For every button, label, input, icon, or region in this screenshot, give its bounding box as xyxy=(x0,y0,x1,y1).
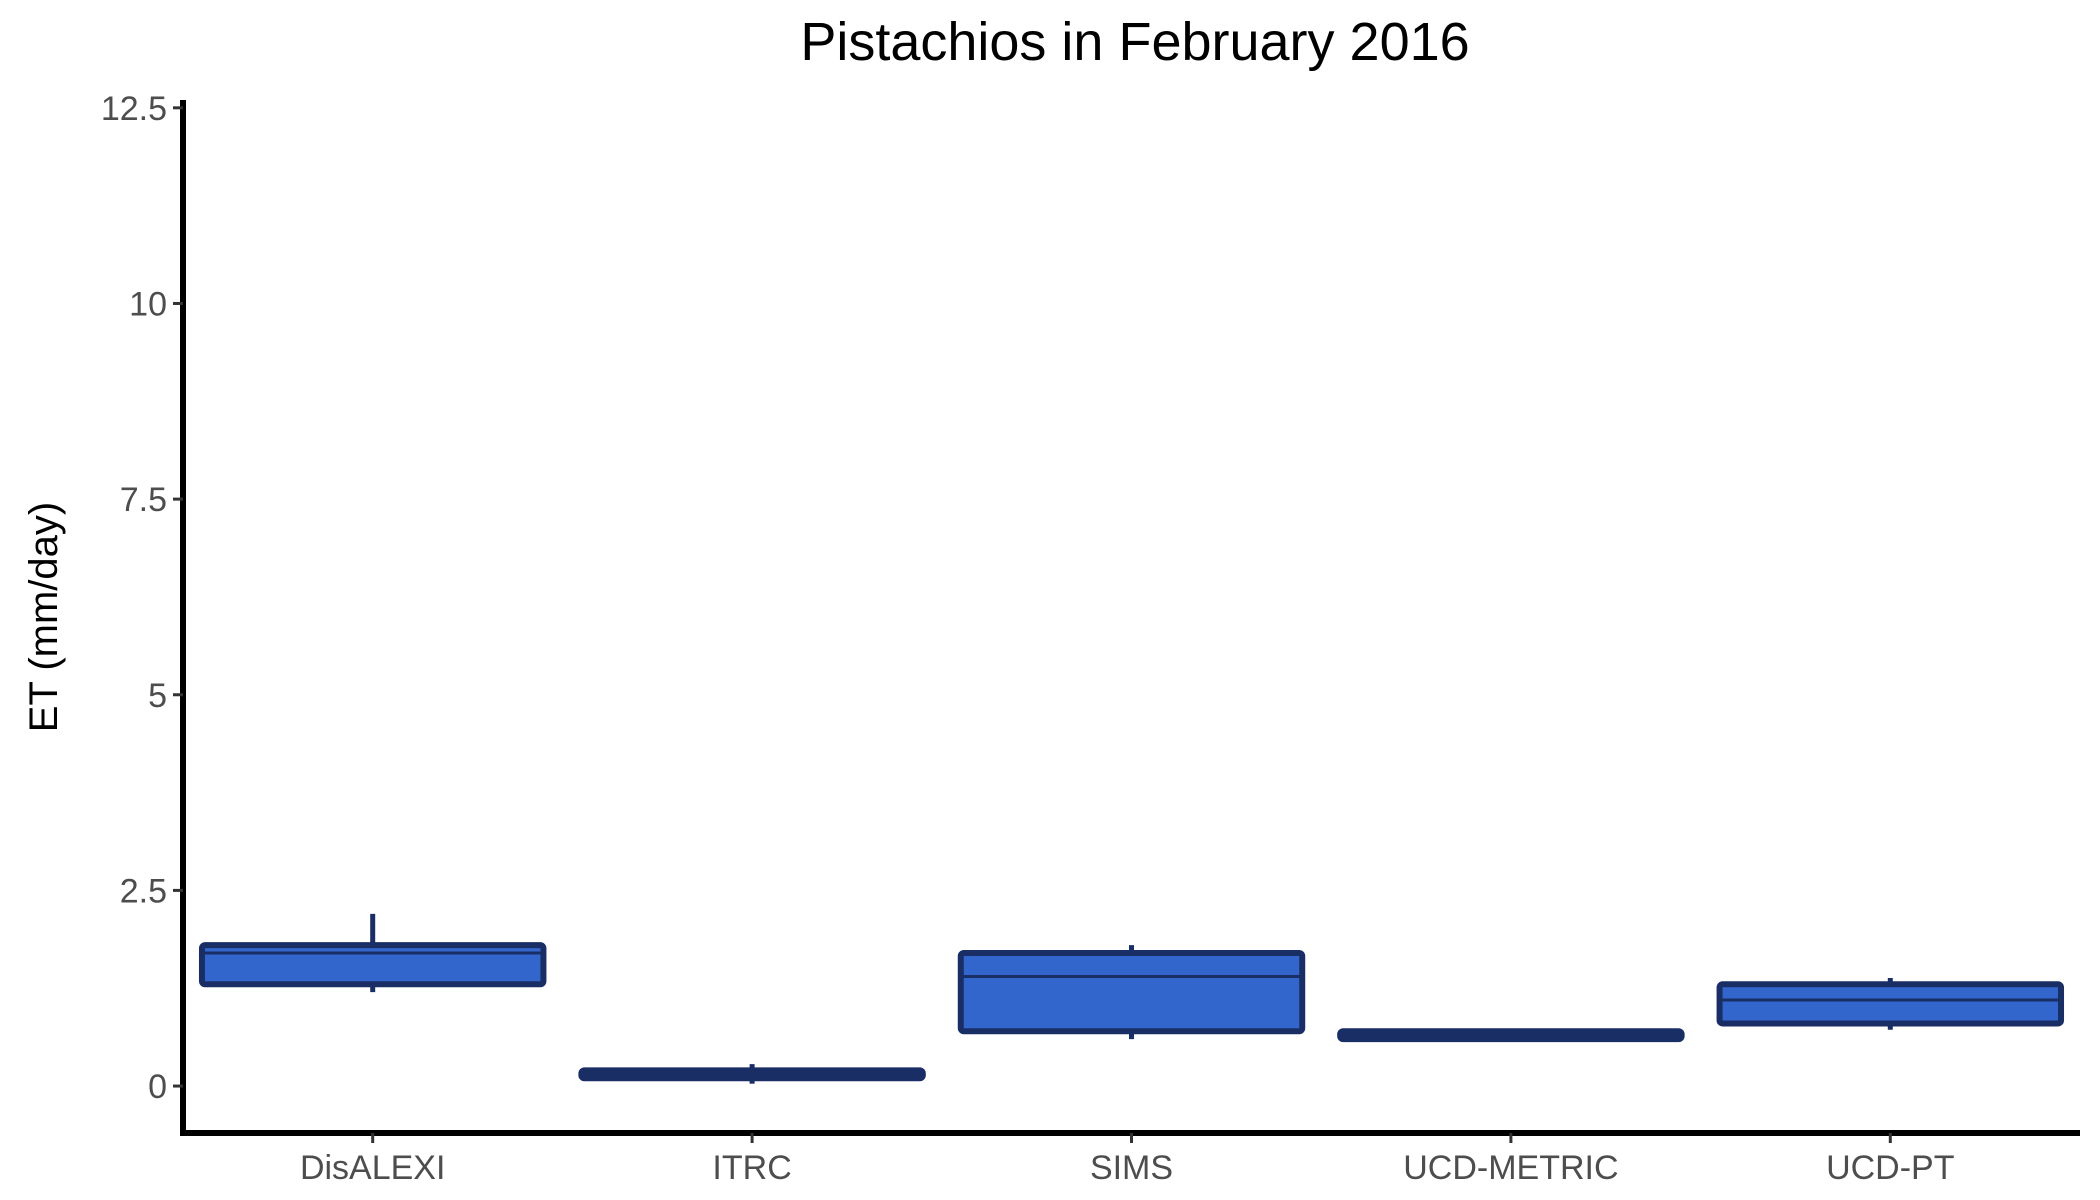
x-tick-label: UCD-METRIC xyxy=(1403,1149,1618,1187)
y-tick-label: 0 xyxy=(148,1068,167,1106)
box-body xyxy=(957,950,1306,1035)
box-disalexi xyxy=(198,913,547,993)
plot-area: 0 2.5 5 7.5 10 12.5 DisALEXI ITRC SIMS UCD-METRIC… xyxy=(101,90,2080,1187)
box-ucd-pt xyxy=(1716,978,2065,1030)
y-tick-label: 5 xyxy=(148,677,167,715)
box-itrc xyxy=(578,1064,926,1084)
chart-title: Pistachios in February 2016 xyxy=(800,12,1469,72)
x-tick-label: SIMS xyxy=(1090,1149,1173,1187)
box-body xyxy=(198,942,547,988)
y-tick-label: 2.5 xyxy=(120,872,167,910)
x-tick-label: UCD-PT xyxy=(1826,1149,1954,1187)
y-tick-label: 10 xyxy=(129,285,167,323)
y-tick-label: 7.5 xyxy=(120,481,167,519)
x-tick-label: ITRC xyxy=(712,1149,791,1187)
box-body xyxy=(1716,981,2065,1027)
y-axis-title: ET (mm/day) xyxy=(22,502,66,732)
box-sims xyxy=(957,945,1306,1040)
x-tick-label: DisALEXI xyxy=(300,1149,446,1187)
box-ucd-metric xyxy=(1337,1028,1685,1043)
y-tick-label: 12.5 xyxy=(101,90,167,128)
